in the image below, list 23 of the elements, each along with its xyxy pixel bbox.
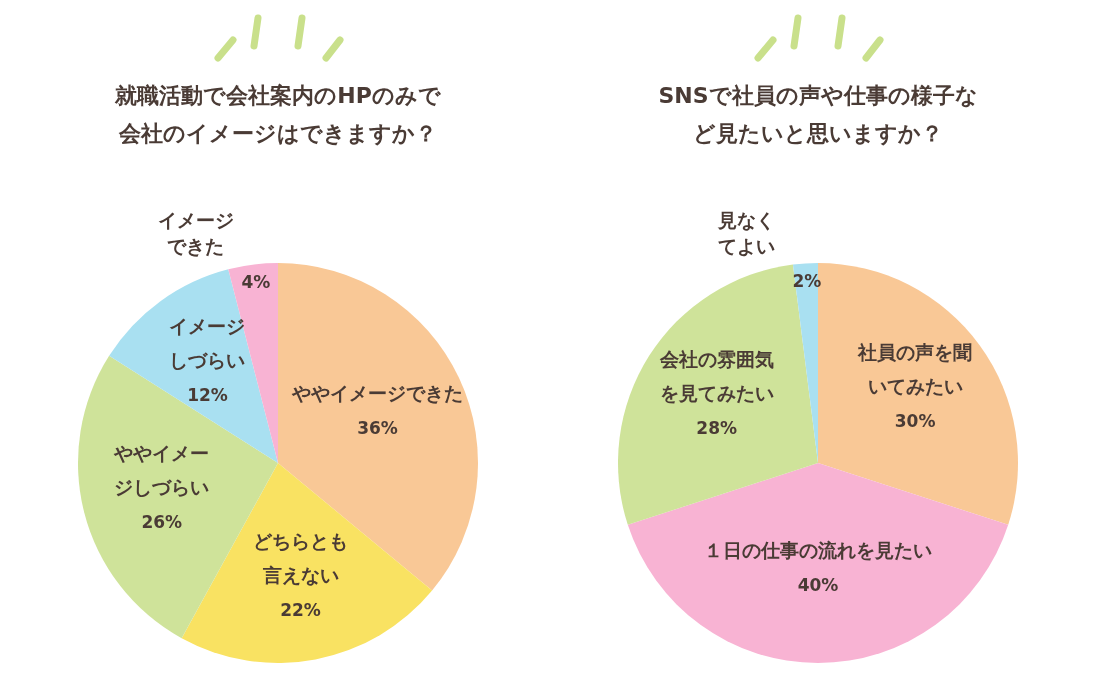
chart-title: 就職活動で会社案内のHPのみで会社のイメージはできますか？: [114, 83, 441, 146]
pie-slice: [627, 463, 1009, 663]
pie-slice: [228, 263, 278, 463]
data-label: 4%: [241, 272, 271, 293]
data-label: 22%: [280, 599, 321, 620]
slice-label: １日の仕事の流れを見たい: [704, 539, 932, 561]
data-label: 2%: [792, 271, 822, 292]
chart-title: SNSで社員の声や仕事の様子など見たいと思いますか？: [658, 83, 978, 146]
slice-label: イメージしづらい: [169, 314, 246, 371]
data-label: 28%: [696, 417, 738, 438]
slice-label: 社員の声を聞いてみたい: [857, 341, 973, 398]
slice-label: イメージできた: [157, 209, 234, 257]
data-label: 12%: [187, 384, 228, 405]
slice-label: ややイメージできた: [291, 382, 464, 405]
slice-label: 見なくてよい: [717, 209, 776, 257]
data-label: 30%: [894, 411, 936, 432]
data-label: 36%: [357, 418, 398, 439]
slice-label: どちらとも言えない: [252, 529, 348, 586]
data-label: 26%: [141, 511, 183, 532]
pie-slice: [109, 269, 278, 463]
data-label: 40%: [797, 575, 839, 595]
slice-label: 会社の雰囲気を見てみたい: [658, 347, 774, 404]
slice-label: ややイメージしづらい: [113, 441, 210, 498]
